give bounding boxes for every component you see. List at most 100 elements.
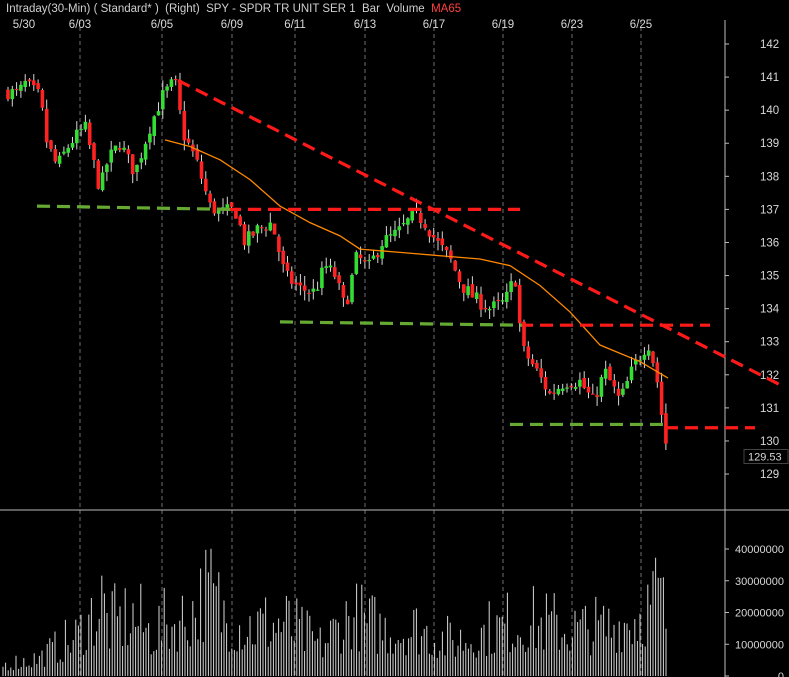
candle-body <box>225 204 230 210</box>
candle-body <box>113 145 118 151</box>
axis-side-label: (Right) <box>165 3 200 15</box>
candle-body <box>27 79 32 82</box>
candle-body <box>100 172 105 191</box>
chart-frame <box>0 20 789 677</box>
candle-body <box>204 178 208 192</box>
candle-body <box>264 229 268 231</box>
candle-body <box>169 79 174 88</box>
candle-body <box>406 218 410 225</box>
date-tick-label: 6/23 <box>561 19 583 31</box>
candle-body <box>290 271 294 284</box>
candle-body <box>79 129 83 131</box>
candle-body <box>539 368 543 378</box>
candle-body <box>251 231 255 236</box>
candle-body <box>560 388 565 392</box>
candle-body <box>212 201 217 214</box>
candle-body <box>651 351 655 364</box>
candle-body <box>354 252 359 274</box>
candle-body <box>87 122 92 146</box>
candle-body <box>384 235 389 248</box>
candle-body <box>139 158 144 163</box>
candle-body <box>496 299 500 302</box>
candle-body <box>440 238 445 246</box>
candle-body <box>161 90 165 110</box>
candle-body <box>646 350 651 356</box>
volume-tick-label: 30000000 <box>735 576 784 588</box>
candle-body <box>53 149 58 162</box>
price-tick-label: 133 <box>760 337 779 349</box>
volume-axis: 40000000 30000000 20000000 10000000 0 <box>725 544 784 677</box>
candle-body <box>83 121 88 130</box>
candle-body <box>152 116 156 136</box>
trendline-annotations <box>36 78 781 430</box>
candle-body <box>388 234 393 236</box>
candle-body <box>479 294 483 310</box>
last-price-box <box>743 449 789 465</box>
candle-body <box>333 267 337 277</box>
candle-body <box>272 223 277 235</box>
candle-body <box>612 380 617 387</box>
candle-body <box>371 255 376 259</box>
ma-legend: MA65 <box>431 3 462 15</box>
candle-body <box>14 88 19 91</box>
date-tick-label: 6/05 <box>151 19 173 31</box>
date-tick-label: 6/03 <box>69 19 91 31</box>
price-tick-label: 130 <box>760 436 779 448</box>
candle-body <box>173 78 178 81</box>
last-price-label: 129.53 <box>743 449 789 465</box>
candle-body <box>582 377 586 388</box>
candle-body <box>6 89 10 100</box>
candle-body <box>178 80 182 110</box>
candle-body <box>569 385 574 388</box>
candle-body <box>552 392 556 394</box>
price-tick-label: 138 <box>760 171 779 183</box>
candle-body <box>423 223 427 229</box>
candle-body <box>23 80 27 88</box>
candle-body <box>19 84 23 91</box>
candle-body <box>621 388 625 395</box>
candle-body <box>419 212 423 224</box>
candle-body <box>281 250 285 265</box>
price-tick-label: 141 <box>760 72 779 84</box>
candle-body <box>294 282 298 285</box>
price-tick-label: 142 <box>760 39 779 51</box>
candle-body <box>229 202 234 207</box>
candle-body <box>307 292 311 295</box>
candle-body <box>57 155 62 164</box>
price-tick-label: 137 <box>760 204 779 216</box>
candle-body <box>135 164 139 173</box>
candle-body <box>376 254 380 258</box>
price-tick-label: 135 <box>760 271 779 283</box>
candle-body <box>363 260 367 262</box>
candle-body <box>328 265 333 268</box>
date-tick-label: 6/19 <box>492 19 514 31</box>
candle-body <box>186 138 191 143</box>
candle-body <box>444 246 449 251</box>
candle-body <box>182 110 187 141</box>
timeframe-label: Intraday(30-Min) <box>6 3 91 15</box>
candle-body <box>75 129 79 144</box>
candle-body <box>595 394 599 397</box>
candle-body <box>302 285 307 291</box>
candle-body <box>603 368 608 379</box>
candle-body <box>40 89 45 108</box>
support-level-line <box>36 204 233 211</box>
candle-body <box>315 289 320 291</box>
candle-body <box>410 210 414 221</box>
candle-body <box>573 387 578 389</box>
candle-body <box>393 229 397 237</box>
candle-body <box>277 236 281 253</box>
candle-body <box>92 143 96 161</box>
mode-label: ( Standard* ) <box>93 3 159 15</box>
price-tick-label: 129 <box>760 469 779 481</box>
resistance-trendline-line <box>177 78 781 387</box>
candle-body <box>320 267 324 289</box>
candle-body <box>105 164 109 173</box>
volume-tick-label: 20000000 <box>735 608 784 620</box>
candle-body <box>397 226 402 231</box>
volume-bars <box>2 548 667 676</box>
candle-body <box>165 86 169 91</box>
candle-body <box>234 208 238 219</box>
candle-body <box>143 143 148 160</box>
candle-body <box>431 235 436 238</box>
